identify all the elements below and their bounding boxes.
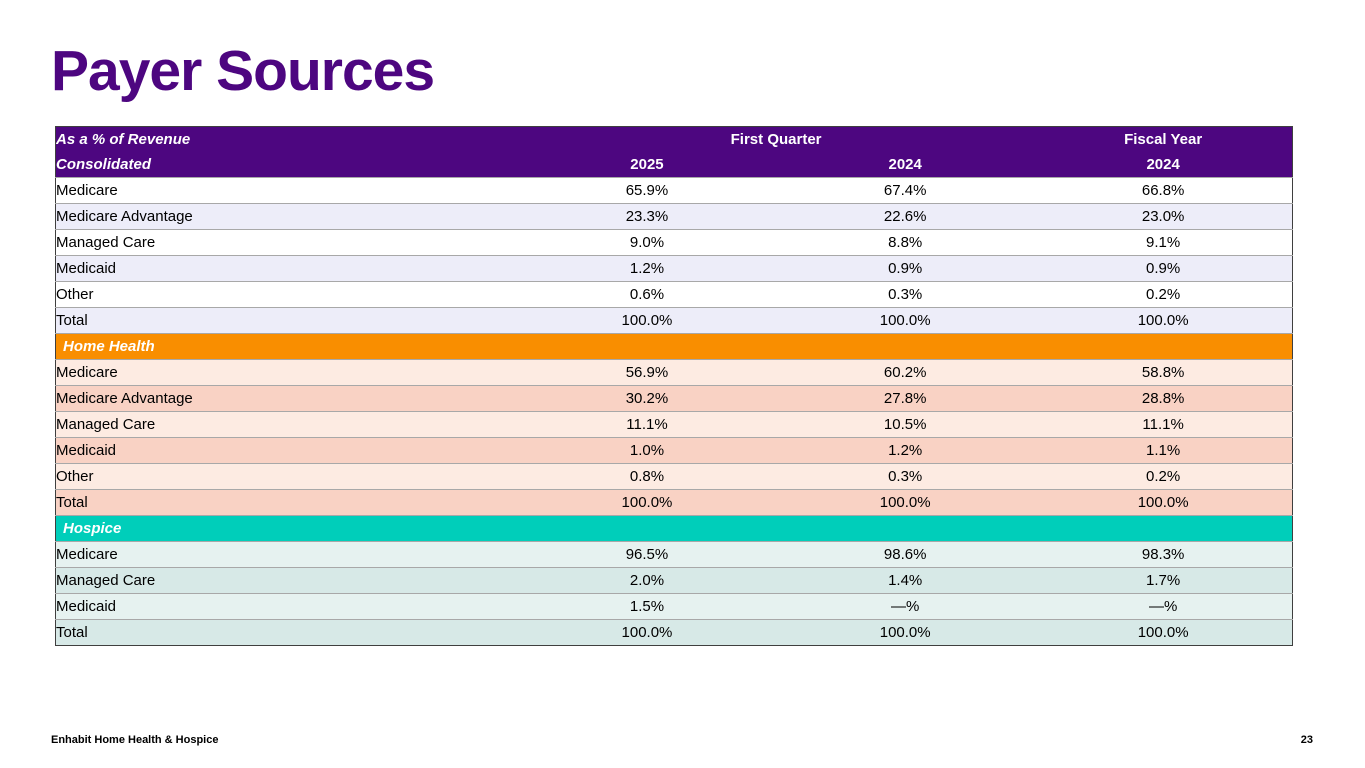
value-q1-2024: —% xyxy=(776,593,1035,620)
value-fy-2024: 100.0% xyxy=(1034,619,1293,646)
value-q1-2024: 0.3% xyxy=(776,281,1035,308)
value-q1-2025: 1.5% xyxy=(517,593,777,620)
value-fy-2024: 100.0% xyxy=(1034,307,1293,334)
value-q1-2025: 56.9% xyxy=(517,359,777,386)
header-corner-label: As a % of Revenue xyxy=(55,126,518,152)
value-q1-2024: 67.4% xyxy=(776,177,1035,204)
value-fy-2024: 23.0% xyxy=(1034,203,1293,230)
header-year-q1-2024: 2024 xyxy=(776,152,1035,178)
value-q1-2025: 23.3% xyxy=(517,203,777,230)
row-label: Medicaid xyxy=(55,255,518,282)
value-q1-2024: 60.2% xyxy=(776,359,1035,386)
section-title: Home Health xyxy=(55,333,1293,360)
row-label: Medicaid xyxy=(55,437,518,464)
row-label: Total xyxy=(55,307,518,334)
row-label: Total xyxy=(55,619,518,646)
value-q1-2025: 11.1% xyxy=(517,411,777,438)
table-row: Medicaid 1.0% 1.2% 1.1% xyxy=(55,437,1293,464)
value-q1-2025: 0.6% xyxy=(517,281,777,308)
table-row-total: Total 100.0% 100.0% 100.0% xyxy=(55,307,1293,334)
table-row-total: Total 100.0% 100.0% 100.0% xyxy=(55,489,1293,516)
table-row: Medicare 65.9% 67.4% 66.8% xyxy=(55,177,1293,204)
value-fy-2024: 0.2% xyxy=(1034,463,1293,490)
value-q1-2024: 100.0% xyxy=(776,489,1035,516)
value-fy-2024: 28.8% xyxy=(1034,385,1293,412)
row-label: Managed Care xyxy=(55,229,518,256)
value-q1-2025: 30.2% xyxy=(517,385,777,412)
section-header-home-health: Home Health xyxy=(55,333,1293,360)
table-row: Medicare Advantage 23.3% 22.6% 23.0% xyxy=(55,203,1293,230)
table-row: Medicare 96.5% 98.6% 98.3% xyxy=(55,541,1293,568)
table-row: Other 0.6% 0.3% 0.2% xyxy=(55,281,1293,308)
row-label: Managed Care xyxy=(55,411,518,438)
row-label: Managed Care xyxy=(55,567,518,594)
value-q1-2024: 100.0% xyxy=(776,307,1035,334)
table-row: Medicaid 1.5% —% —% xyxy=(55,593,1293,620)
table-row-total: Total 100.0% 100.0% 100.0% xyxy=(55,619,1293,646)
value-q1-2025: 65.9% xyxy=(517,177,777,204)
table-row: Managed Care 9.0% 8.8% 9.1% xyxy=(55,229,1293,256)
row-label: Medicare xyxy=(55,177,518,204)
value-fy-2024: 1.1% xyxy=(1034,437,1293,464)
table-row: Managed Care 11.1% 10.5% 11.1% xyxy=(55,411,1293,438)
value-q1-2025: 100.0% xyxy=(517,619,777,646)
header-row-years: Consolidated 2025 2024 2024 xyxy=(55,152,1293,178)
value-fy-2024: 0.9% xyxy=(1034,255,1293,282)
value-q1-2024: 98.6% xyxy=(776,541,1035,568)
value-fy-2024: 58.8% xyxy=(1034,359,1293,386)
row-label: Medicare Advantage xyxy=(55,385,518,412)
table-row: Managed Care 2.0% 1.4% 1.7% xyxy=(55,567,1293,594)
value-q1-2025: 2.0% xyxy=(517,567,777,594)
value-q1-2025: 1.0% xyxy=(517,437,777,464)
table-row: Medicare Advantage 30.2% 27.8% 28.8% xyxy=(55,385,1293,412)
table-row: Other 0.8% 0.3% 0.2% xyxy=(55,463,1293,490)
value-q1-2025: 96.5% xyxy=(517,541,777,568)
value-fy-2024: 1.7% xyxy=(1034,567,1293,594)
page-title: Payer Sources xyxy=(51,39,435,103)
table-header: As a % of Revenue First Quarter Fiscal Y… xyxy=(55,126,1293,178)
value-q1-2024: 22.6% xyxy=(776,203,1035,230)
row-label: Medicare xyxy=(55,359,518,386)
value-fy-2024: 98.3% xyxy=(1034,541,1293,568)
value-q1-2024: 27.8% xyxy=(776,385,1035,412)
value-q1-2024: 8.8% xyxy=(776,229,1035,256)
value-q1-2025: 9.0% xyxy=(517,229,777,256)
value-q1-2025: 100.0% xyxy=(517,307,777,334)
value-q1-2024: 10.5% xyxy=(776,411,1035,438)
value-q1-2024: 1.4% xyxy=(776,567,1035,594)
value-fy-2024: —% xyxy=(1034,593,1293,620)
header-year-q1-2025: 2025 xyxy=(517,152,777,178)
value-fy-2024: 100.0% xyxy=(1034,489,1293,516)
table-row: Medicaid 1.2% 0.9% 0.9% xyxy=(55,255,1293,282)
value-fy-2024: 66.8% xyxy=(1034,177,1293,204)
section-title: Hospice xyxy=(55,515,1293,542)
row-label: Medicare xyxy=(55,541,518,568)
value-q1-2024: 0.3% xyxy=(776,463,1035,490)
section-header-hospice: Hospice xyxy=(55,515,1293,542)
row-label: Medicare Advantage xyxy=(55,203,518,230)
value-fy-2024: 11.1% xyxy=(1034,411,1293,438)
value-q1-2024: 100.0% xyxy=(776,619,1035,646)
payer-sources-table: As a % of Revenue First Quarter Fiscal Y… xyxy=(55,126,1293,646)
row-label: Total xyxy=(55,489,518,516)
value-fy-2024: 9.1% xyxy=(1034,229,1293,256)
value-q1-2025: 1.2% xyxy=(517,255,777,282)
row-label: Other xyxy=(55,281,518,308)
row-label: Other xyxy=(55,463,518,490)
footer-page-number: 23 xyxy=(1300,734,1313,746)
footer-company-name: Enhabit Home Health & Hospice xyxy=(51,734,219,746)
value-q1-2025: 100.0% xyxy=(517,489,777,516)
header-first-quarter: First Quarter xyxy=(517,126,1035,152)
header-row-groups: As a % of Revenue First Quarter Fiscal Y… xyxy=(55,126,1293,152)
value-fy-2024: 0.2% xyxy=(1034,281,1293,308)
header-consolidated-label: Consolidated xyxy=(55,152,518,178)
table-row: Medicare 56.9% 60.2% 58.8% xyxy=(55,359,1293,386)
header-fiscal-year: Fiscal Year xyxy=(1034,126,1293,152)
value-q1-2024: 0.9% xyxy=(776,255,1035,282)
row-label: Medicaid xyxy=(55,593,518,620)
value-q1-2024: 1.2% xyxy=(776,437,1035,464)
header-year-fy-2024: 2024 xyxy=(1034,152,1293,178)
value-q1-2025: 0.8% xyxy=(517,463,777,490)
